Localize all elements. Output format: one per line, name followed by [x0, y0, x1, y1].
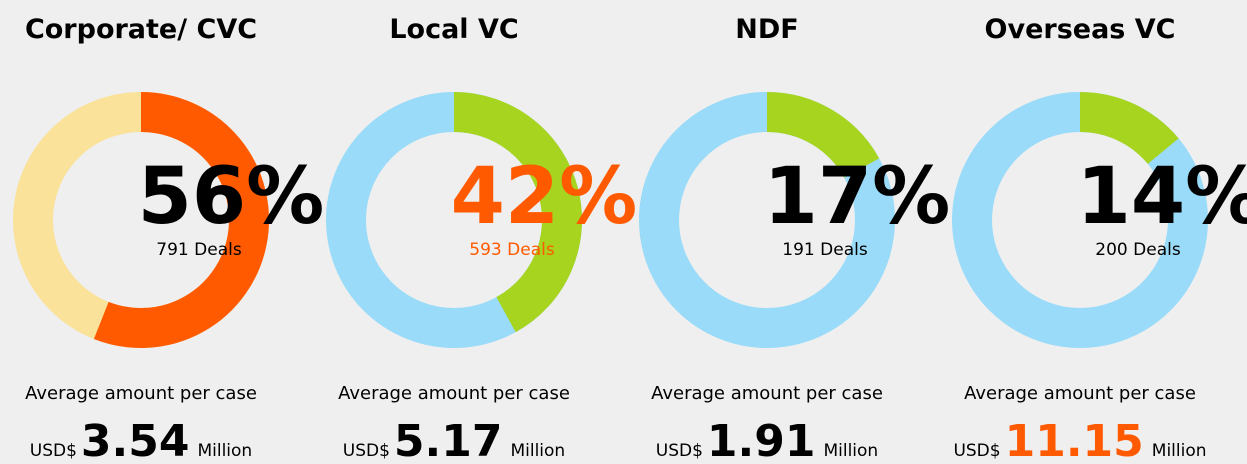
deals-label: 191 Deals	[782, 240, 868, 260]
amount-line: USD$11.15 Million	[953, 416, 1206, 464]
percent-label: 56%	[138, 152, 325, 242]
panel-title: Overseas VC	[985, 14, 1176, 45]
deals-label: 593 Deals	[469, 240, 555, 260]
currency: USD$	[656, 441, 703, 461]
panel-title: NDF	[735, 14, 798, 45]
unit: Million	[197, 441, 252, 461]
deals-label: 200 Deals	[1095, 240, 1181, 260]
amount-caption: Average amount per case	[651, 383, 883, 404]
panel-title: Local VC	[389, 14, 518, 45]
unit: Million	[823, 441, 878, 461]
amount: 3.54	[81, 416, 190, 464]
donut-segment	[93, 92, 269, 348]
amount: 5.17	[394, 416, 503, 464]
currency: USD$	[953, 441, 1000, 461]
percent-label: 17%	[764, 152, 951, 242]
currency: USD$	[30, 441, 77, 461]
donut-segment	[453, 92, 582, 333]
amount-caption: Average amount per case	[25, 383, 257, 404]
donut-segment	[1079, 92, 1179, 165]
amount-line: USD$3.54 Million	[30, 416, 252, 464]
amount: 11.15	[1005, 416, 1144, 464]
unit: Million	[1152, 441, 1207, 461]
amount: 1.91	[707, 416, 816, 464]
amount-caption: Average amount per case	[964, 383, 1196, 404]
percent-label: 42%	[451, 152, 638, 242]
panel-title: Corporate/ CVC	[25, 14, 257, 45]
deals-label: 791 Deals	[156, 240, 242, 260]
currency: USD$	[343, 441, 390, 461]
percent-label: 14%	[1077, 152, 1247, 242]
amount-caption: Average amount per case	[338, 383, 570, 404]
donut-segment	[766, 92, 880, 179]
unit: Million	[510, 441, 565, 461]
amount-line: USD$1.91 Million	[656, 416, 878, 464]
amount-line: USD$5.17 Million	[343, 416, 565, 464]
